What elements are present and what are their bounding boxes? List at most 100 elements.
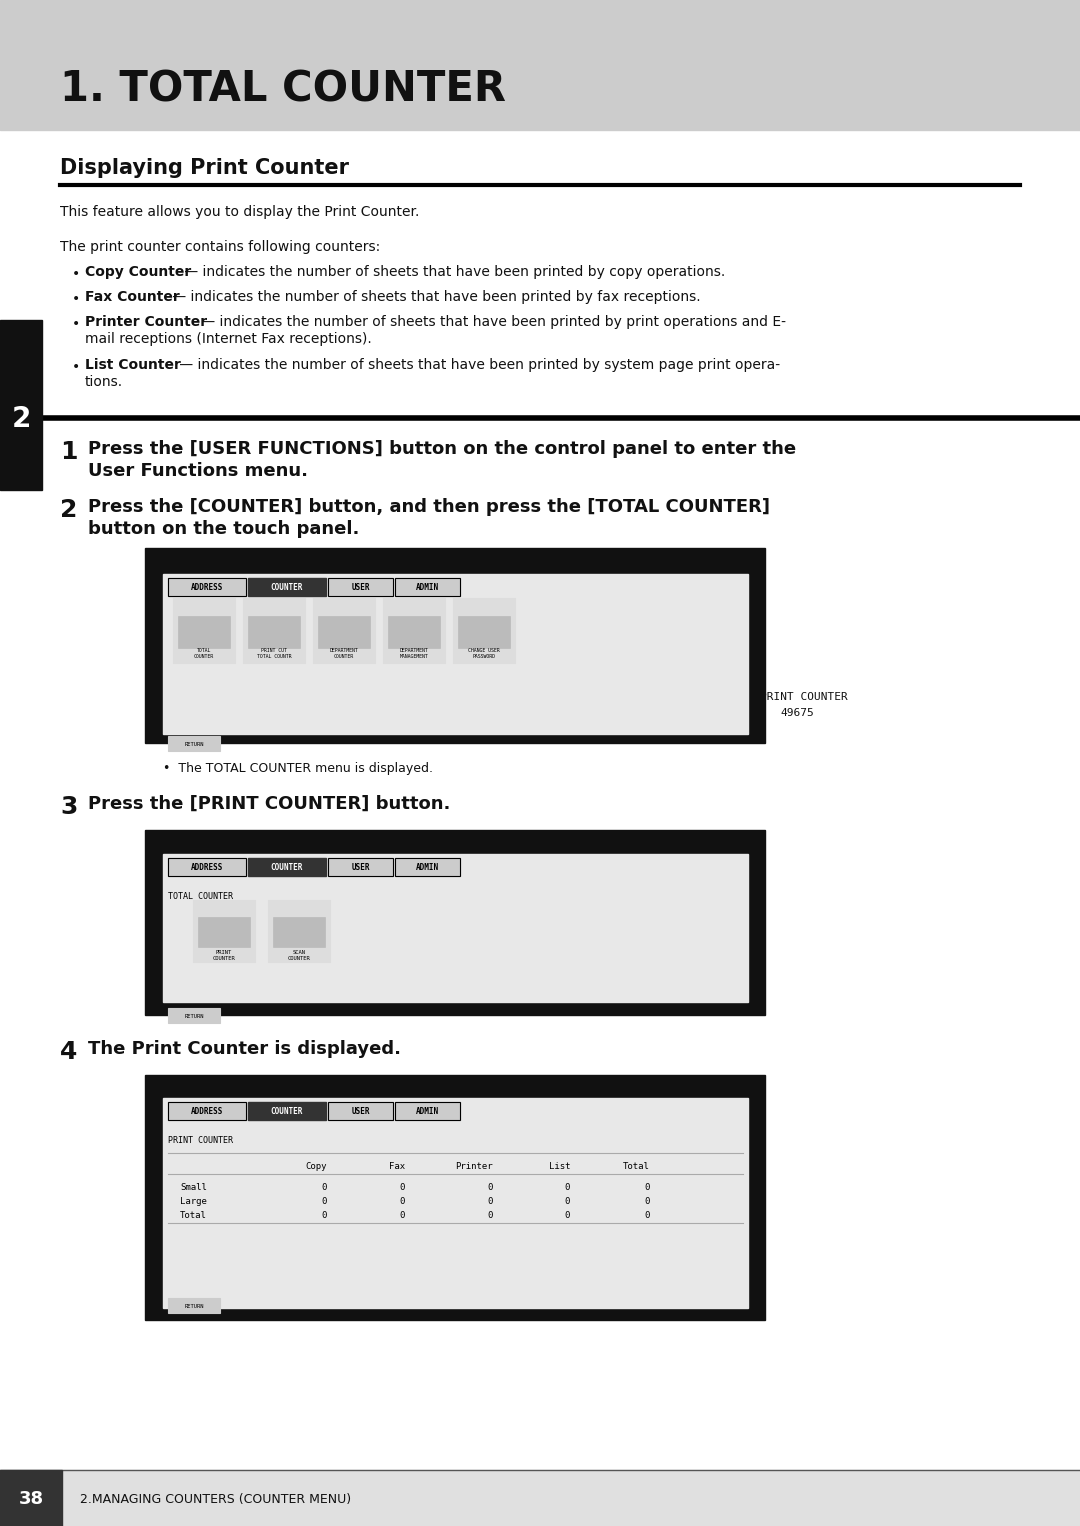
Text: DEPARTMENT
MANAGEMENT: DEPARTMENT MANAGEMENT [400, 649, 429, 659]
Text: button on the touch panel.: button on the touch panel. [87, 520, 360, 539]
Text: Press the [USER FUNCTIONS] button on the control panel to enter the: Press the [USER FUNCTIONS] button on the… [87, 439, 796, 458]
Text: The print counter contains following counters:: The print counter contains following cou… [60, 240, 380, 253]
Text: COUNTER: COUNTER [271, 1106, 303, 1116]
Text: •: • [72, 317, 80, 331]
Bar [198, 917, 249, 948]
Text: — indicates the number of sheets that have been printed by system page print ope: — indicates the number of sheets that ha… [175, 359, 780, 372]
Text: 38: 38 [18, 1489, 43, 1508]
Text: 2: 2 [11, 404, 30, 433]
Bar [0, 1470, 1080, 1526]
Bar [168, 1009, 220, 1022]
Text: 1: 1 [60, 439, 78, 464]
Bar [0, 0, 1080, 130]
Text: 0: 0 [322, 1212, 327, 1219]
Bar [0, 1470, 62, 1526]
Bar [168, 858, 246, 876]
Bar [328, 1102, 393, 1120]
Bar [168, 578, 246, 597]
Bar [145, 830, 765, 1015]
Text: RETURN: RETURN [185, 1303, 204, 1308]
Text: 0: 0 [565, 1183, 570, 1192]
Text: mail receptions (Internet Fax receptions).: mail receptions (Internet Fax receptions… [85, 333, 372, 346]
Text: RETURN: RETURN [185, 1013, 204, 1018]
Bar [328, 578, 393, 597]
Text: Fax: Fax [389, 1161, 405, 1170]
Bar [193, 900, 255, 961]
Bar [248, 1102, 326, 1120]
Text: TOTAL
COUNTER: TOTAL COUNTER [194, 649, 214, 659]
Text: 0: 0 [400, 1183, 405, 1192]
Text: — indicates the number of sheets that have been printed by fax receptions.: — indicates the number of sheets that ha… [168, 290, 701, 304]
Text: Small: Small [180, 1183, 207, 1192]
Text: Fax Counter: Fax Counter [85, 290, 179, 304]
Text: 2: 2 [60, 497, 78, 522]
Text: SCAN
COUNTER: SCAN COUNTER [287, 951, 310, 961]
Bar [145, 1074, 765, 1320]
Text: 0: 0 [322, 1196, 327, 1206]
Text: 0: 0 [565, 1196, 570, 1206]
Bar [395, 578, 460, 597]
Bar [328, 858, 393, 876]
Bar [248, 578, 326, 597]
Bar [168, 578, 246, 597]
Text: 3: 3 [60, 795, 78, 819]
Bar [328, 1102, 393, 1120]
Bar [328, 858, 393, 876]
Text: CHANGE USER
PASSWORD: CHANGE USER PASSWORD [469, 649, 500, 659]
Text: PRINT COUNTER: PRINT COUNTER [760, 691, 848, 702]
Text: 0: 0 [322, 1183, 327, 1192]
Text: 0: 0 [400, 1212, 405, 1219]
Text: COUNTER: COUNTER [271, 862, 303, 871]
Bar [395, 1102, 460, 1120]
Text: 0: 0 [645, 1196, 650, 1206]
Bar [313, 598, 375, 662]
Bar [178, 617, 230, 649]
Bar [388, 617, 440, 649]
Bar [163, 1099, 748, 1308]
Text: tions.: tions. [85, 375, 123, 389]
Text: 0: 0 [565, 1212, 570, 1219]
Text: User Functions menu.: User Functions menu. [87, 462, 308, 481]
Text: — indicates the number of sheets that have been printed by copy operations.: — indicates the number of sheets that ha… [180, 266, 726, 279]
Bar [395, 858, 460, 876]
Text: This feature allows you to display the Print Counter.: This feature allows you to display the P… [60, 204, 419, 220]
Text: ADMIN: ADMIN [416, 862, 440, 871]
Text: ADDRESS: ADDRESS [191, 583, 224, 592]
Bar [145, 548, 765, 743]
Text: Total: Total [180, 1212, 207, 1219]
Text: Large: Large [180, 1196, 207, 1206]
Text: •: • [72, 291, 80, 307]
Text: The Print Counter is displayed.: The Print Counter is displayed. [87, 1041, 401, 1058]
Bar [318, 617, 370, 649]
Text: 0: 0 [645, 1183, 650, 1192]
Text: Press the [COUNTER] button, and then press the [TOTAL COUNTER]: Press the [COUNTER] button, and then pre… [87, 497, 770, 516]
Text: List Counter: List Counter [85, 359, 180, 372]
Text: 0: 0 [488, 1196, 492, 1206]
Bar [163, 574, 748, 734]
Text: DEPARTMENT
COUNTER: DEPARTMENT COUNTER [329, 649, 359, 659]
Bar [395, 1102, 460, 1120]
Bar [243, 598, 305, 662]
Text: ADDRESS: ADDRESS [191, 862, 224, 871]
Bar [273, 917, 325, 948]
Bar [168, 736, 220, 751]
Text: Press the [PRINT COUNTER] button.: Press the [PRINT COUNTER] button. [87, 795, 450, 813]
Text: PRINT CUT
TOTAL COUNTR: PRINT CUT TOTAL COUNTR [257, 649, 292, 659]
Bar [395, 858, 460, 876]
Bar [168, 1102, 246, 1120]
Text: Copy: Copy [306, 1161, 327, 1170]
Bar [383, 598, 445, 662]
Bar [168, 858, 246, 876]
Text: ADMIN: ADMIN [416, 583, 440, 592]
Bar [248, 617, 300, 649]
Text: •: • [72, 360, 80, 374]
Bar [328, 578, 393, 597]
Text: 1. TOTAL COUNTER: 1. TOTAL COUNTER [60, 69, 507, 110]
Text: List: List [549, 1161, 570, 1170]
Bar [168, 1102, 246, 1120]
Bar [453, 598, 515, 662]
Text: COUNTER: COUNTER [271, 583, 303, 592]
Text: Total: Total [623, 1161, 650, 1170]
Text: 4: 4 [60, 1041, 78, 1064]
Bar [395, 578, 460, 597]
